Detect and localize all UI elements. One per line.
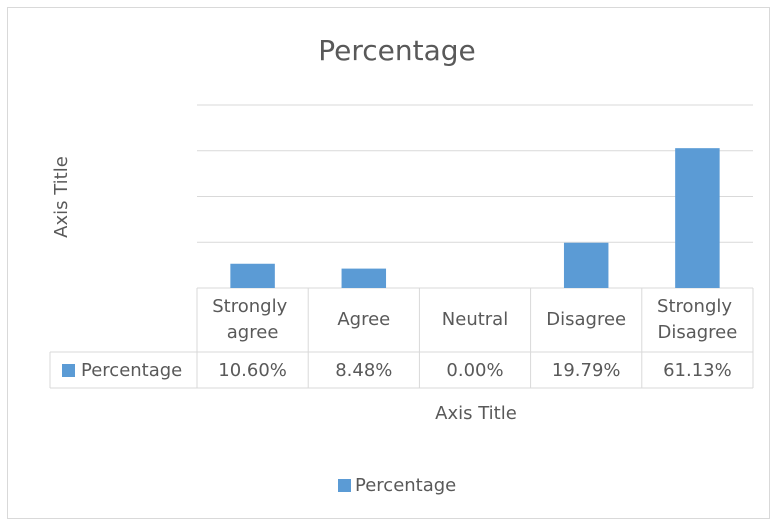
x-tick-label: Neutral [442,309,508,330]
data-table-value: 61.13% [663,360,732,381]
x-tick-label: Disagree [546,309,626,330]
chart-title: Percentage [318,34,476,67]
bar [341,268,387,288]
legend-key [62,364,75,377]
legend-label: Percentage [355,475,456,496]
x-axis-title: Axis Title [435,403,517,424]
data-table-value: 10.60% [218,360,287,381]
legend-swatch [338,479,351,492]
y-axis-title: Axis Title [51,156,72,238]
chart-frame [7,7,770,519]
data-table-value: 19.79% [552,360,621,381]
data-table-value: 8.48% [335,360,392,381]
x-tick-label: Strongly agree [212,296,293,343]
x-tick-label: Strongly Disagree [657,296,738,343]
bar [563,242,609,288]
data-table-value: 0.00% [446,360,503,381]
x-tick-label: Agree [337,309,390,330]
table-series-name: Percentage [81,360,182,381]
bar [675,148,720,288]
bar [230,263,275,288]
